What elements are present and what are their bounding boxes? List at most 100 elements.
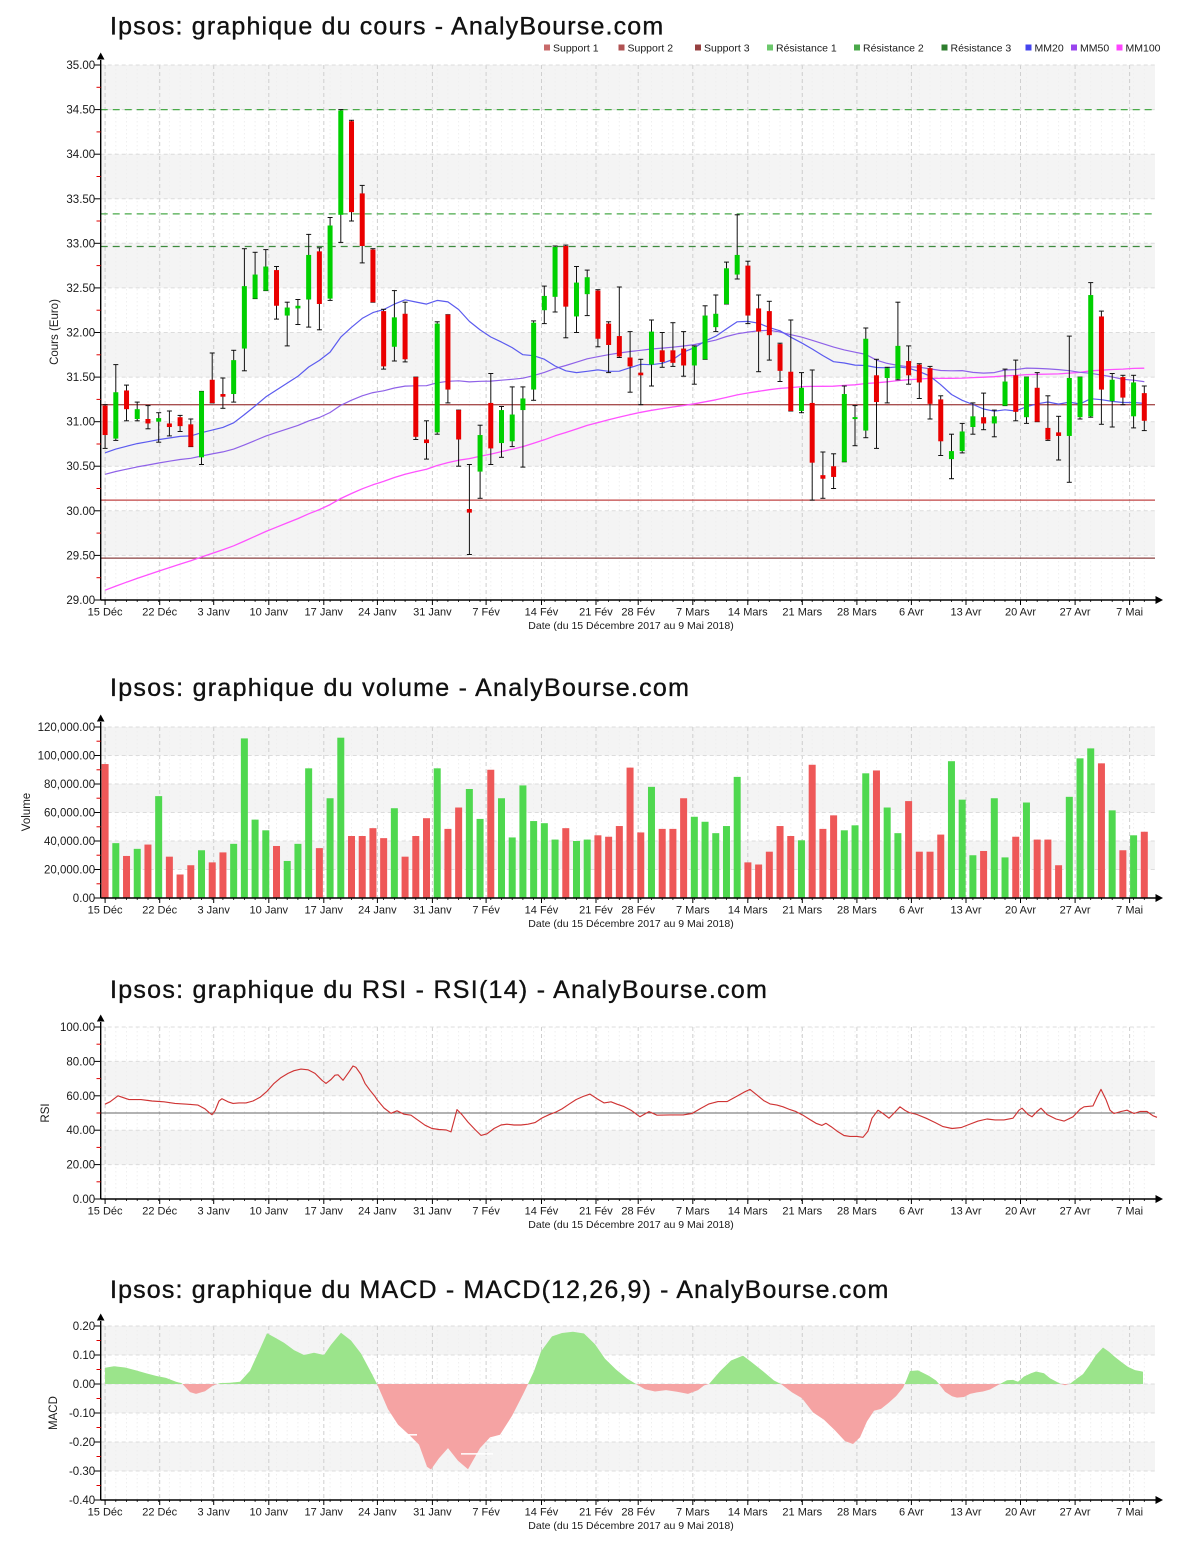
svg-text:29.50: 29.50 bbox=[66, 550, 95, 562]
svg-text:Résistance 3: Résistance 3 bbox=[951, 43, 1012, 55]
svg-text:3 Janv: 3 Janv bbox=[197, 1507, 230, 1519]
svg-text:Ipsos: graphique du MACD - MAC: Ipsos: graphique du MACD - MACD(12,26,9)… bbox=[110, 1276, 890, 1304]
svg-text:21 Fév: 21 Fév bbox=[579, 1206, 613, 1218]
svg-text:28 Mars: 28 Mars bbox=[837, 607, 877, 619]
svg-text:120,000.00: 120,000.00 bbox=[38, 722, 96, 734]
svg-text:29.00: 29.00 bbox=[66, 595, 95, 607]
svg-text:17 Janv: 17 Janv bbox=[305, 1507, 344, 1519]
svg-text:14 Fév: 14 Fév bbox=[525, 607, 559, 619]
svg-text:27 Avr: 27 Avr bbox=[1060, 1206, 1091, 1218]
svg-text:31 Janv: 31 Janv bbox=[413, 1507, 452, 1519]
svg-text:21 Fév: 21 Fév bbox=[579, 607, 613, 619]
svg-text:7 Mars: 7 Mars bbox=[676, 905, 710, 917]
svg-text:100.00: 100.00 bbox=[60, 1022, 95, 1034]
svg-text:14 Fév: 14 Fév bbox=[525, 1507, 559, 1519]
svg-text:17 Janv: 17 Janv bbox=[305, 905, 344, 917]
svg-text:21 Mars: 21 Mars bbox=[782, 1507, 822, 1519]
svg-text:21 Mars: 21 Mars bbox=[782, 607, 822, 619]
svg-text:MM50: MM50 bbox=[1080, 43, 1109, 55]
svg-text:7 Mars: 7 Mars bbox=[676, 1507, 710, 1519]
svg-text:13 Avr: 13 Avr bbox=[951, 607, 982, 619]
svg-text:7 Mai: 7 Mai bbox=[1116, 1507, 1143, 1519]
svg-text:20 Avr: 20 Avr bbox=[1005, 607, 1036, 619]
svg-text:28 Mars: 28 Mars bbox=[837, 1507, 877, 1519]
svg-text:10 Janv: 10 Janv bbox=[250, 607, 289, 619]
svg-text:40.00: 40.00 bbox=[66, 1125, 95, 1137]
svg-text:14 Mars: 14 Mars bbox=[728, 607, 768, 619]
svg-text:27 Avr: 27 Avr bbox=[1060, 607, 1091, 619]
svg-text:100,000.00: 100,000.00 bbox=[38, 751, 96, 763]
svg-text:35.00: 35.00 bbox=[66, 60, 95, 72]
svg-text:31 Janv: 31 Janv bbox=[413, 1206, 452, 1218]
svg-text:31.50: 31.50 bbox=[66, 372, 95, 384]
svg-text:-0.30: -0.30 bbox=[69, 1466, 95, 1478]
svg-text:15 Déc: 15 Déc bbox=[88, 1507, 123, 1519]
svg-text:60.00: 60.00 bbox=[66, 1091, 95, 1103]
svg-text:3 Janv: 3 Janv bbox=[197, 607, 230, 619]
svg-text:14 Mars: 14 Mars bbox=[728, 905, 768, 917]
svg-text:13 Avr: 13 Avr bbox=[951, 1206, 982, 1218]
svg-text:15 Déc: 15 Déc bbox=[88, 905, 123, 917]
svg-text:14 Mars: 14 Mars bbox=[728, 1507, 768, 1519]
svg-text:34.50: 34.50 bbox=[66, 105, 95, 117]
svg-text:20.00: 20.00 bbox=[66, 1160, 95, 1172]
svg-text:0.20: 0.20 bbox=[73, 1321, 95, 1333]
svg-text:14 Mars: 14 Mars bbox=[728, 1206, 768, 1218]
svg-text:22 Déc: 22 Déc bbox=[142, 905, 177, 917]
svg-text:0.00: 0.00 bbox=[73, 1194, 95, 1206]
svg-text:33.50: 33.50 bbox=[66, 194, 95, 206]
svg-text:Date (du 15 Décembre 2017 au 9: Date (du 15 Décembre 2017 au 9 Mai 2018) bbox=[528, 1520, 733, 1532]
svg-text:7 Fév: 7 Fév bbox=[472, 1206, 500, 1218]
svg-text:MACD: MACD bbox=[48, 1396, 60, 1430]
svg-text:17 Janv: 17 Janv bbox=[305, 607, 344, 619]
svg-text:31.00: 31.00 bbox=[66, 417, 95, 429]
svg-text:0.00: 0.00 bbox=[73, 893, 95, 905]
svg-text:28 Fév: 28 Fév bbox=[621, 905, 655, 917]
svg-text:28 Mars: 28 Mars bbox=[837, 905, 877, 917]
svg-text:20,000.00: 20,000.00 bbox=[44, 865, 95, 877]
svg-text:Cours (Euro): Cours (Euro) bbox=[49, 299, 61, 365]
svg-text:6 Avr: 6 Avr bbox=[899, 1507, 924, 1519]
svg-text:10 Janv: 10 Janv bbox=[250, 1507, 289, 1519]
svg-text:24 Janv: 24 Janv bbox=[358, 905, 397, 917]
svg-text:22 Déc: 22 Déc bbox=[142, 1507, 177, 1519]
svg-text:7 Mars: 7 Mars bbox=[676, 1206, 710, 1218]
svg-text:Support 2: Support 2 bbox=[628, 43, 674, 55]
svg-text:30.00: 30.00 bbox=[66, 506, 95, 518]
svg-text:RSI: RSI bbox=[40, 1103, 52, 1122]
svg-text:10 Janv: 10 Janv bbox=[250, 1206, 289, 1218]
svg-text:10 Janv: 10 Janv bbox=[250, 905, 289, 917]
svg-text:30.50: 30.50 bbox=[66, 461, 95, 473]
svg-text:7 Fév: 7 Fév bbox=[472, 905, 500, 917]
svg-text:34.00: 34.00 bbox=[66, 149, 95, 161]
svg-text:14 Fév: 14 Fév bbox=[525, 1206, 559, 1218]
svg-text:31 Janv: 31 Janv bbox=[413, 905, 452, 917]
svg-text:60,000.00: 60,000.00 bbox=[44, 808, 95, 820]
svg-text:17 Janv: 17 Janv bbox=[305, 1206, 344, 1218]
svg-text:21 Mars: 21 Mars bbox=[782, 905, 822, 917]
svg-text:Date (du 15 Décembre 2017 au 9: Date (du 15 Décembre 2017 au 9 Mai 2018) bbox=[528, 1219, 733, 1231]
svg-text:7 Mars: 7 Mars bbox=[676, 607, 710, 619]
svg-text:-0.10: -0.10 bbox=[69, 1408, 95, 1420]
svg-text:0.00: 0.00 bbox=[73, 1379, 95, 1391]
svg-text:7 Mai: 7 Mai bbox=[1116, 607, 1143, 619]
svg-text:40,000.00: 40,000.00 bbox=[44, 836, 95, 848]
svg-text:32.00: 32.00 bbox=[66, 328, 95, 340]
svg-text:24 Janv: 24 Janv bbox=[358, 1507, 397, 1519]
svg-text:31 Janv: 31 Janv bbox=[413, 607, 452, 619]
svg-text:13 Avr: 13 Avr bbox=[951, 1507, 982, 1519]
svg-text:27 Avr: 27 Avr bbox=[1060, 905, 1091, 917]
svg-text:7 Fév: 7 Fév bbox=[472, 607, 500, 619]
svg-text:21 Fév: 21 Fév bbox=[579, 1507, 613, 1519]
svg-text:24 Janv: 24 Janv bbox=[358, 607, 397, 619]
svg-text:13 Avr: 13 Avr bbox=[951, 905, 982, 917]
svg-text:Support 1: Support 1 bbox=[553, 43, 599, 55]
svg-text:0.10: 0.10 bbox=[73, 1350, 95, 1362]
svg-text:32.50: 32.50 bbox=[66, 283, 95, 295]
svg-text:14 Fév: 14 Fév bbox=[525, 905, 559, 917]
svg-text:Date (du 15 Décembre 2017 au 9: Date (du 15 Décembre 2017 au 9 Mai 2018) bbox=[528, 918, 733, 930]
svg-text:24 Janv: 24 Janv bbox=[358, 1206, 397, 1218]
svg-text:6 Avr: 6 Avr bbox=[899, 905, 924, 917]
svg-text:28 Fév: 28 Fév bbox=[621, 607, 655, 619]
svg-text:27 Avr: 27 Avr bbox=[1060, 1507, 1091, 1519]
